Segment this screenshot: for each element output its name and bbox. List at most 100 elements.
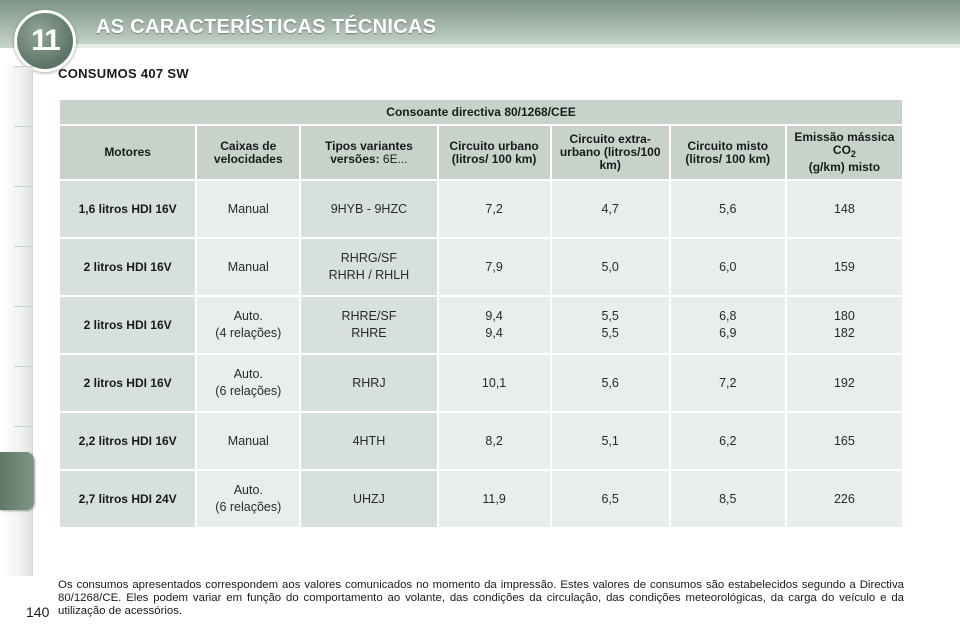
col-header-engine: Motores xyxy=(60,126,196,179)
gearbox-value: Auto. xyxy=(233,309,263,323)
col-header-gearbox: Caixas de velocidades xyxy=(197,126,300,179)
mixed-cell: 6,2 xyxy=(670,413,785,469)
co2-subscript: 2 xyxy=(850,149,856,159)
side-tab-divider xyxy=(14,366,32,367)
side-tab-divider xyxy=(14,426,32,427)
table-row: 2,7 litros HDI 24V Auto. (6 relações) UHZJ 1… xyxy=(60,471,902,527)
chapter-number-badge: 11 xyxy=(14,10,76,72)
variants-cell: RHRG/SF RHRH / RHLH xyxy=(301,239,437,295)
co2-value: 192 xyxy=(833,375,855,390)
extra-urban-value: 6,5 xyxy=(601,491,619,506)
urban-cell: 11,9 xyxy=(438,471,550,527)
urban-value: 11,9 xyxy=(482,491,506,506)
side-tab-active-chapter[interactable] xyxy=(0,452,34,510)
engine-cell: 2 litros HDI 16V xyxy=(60,297,196,353)
co2-value: 159 xyxy=(833,259,855,274)
mixed-value: 6,9 xyxy=(719,326,737,340)
co2-cell: 180 182 xyxy=(786,297,902,353)
co2-prefix: Emissão mássica CO xyxy=(794,130,895,157)
extra-urban-cell: 5,1 xyxy=(551,413,669,469)
mixed-cell: 6,0 xyxy=(670,239,785,295)
gearbox-cell: Auto. (6 relações) xyxy=(197,471,300,527)
gearbox-value: Manual xyxy=(227,433,269,448)
variants-cell: UHZJ xyxy=(301,471,437,527)
mixed-value: 6,8 xyxy=(719,309,737,323)
mixed-cell: 5,6 xyxy=(670,181,785,237)
urban-cell: 7,2 xyxy=(438,181,550,237)
urban-value: 9,4 xyxy=(485,309,503,323)
gearbox-value: (4 relações) xyxy=(215,326,282,340)
side-tab-divider xyxy=(14,186,32,187)
mixed-value: 5,6 xyxy=(719,201,737,216)
side-tab-divider xyxy=(14,306,32,307)
col-header-co2: Emissão mássica CO2 (g/km) misto xyxy=(786,126,902,179)
extra-urban-cell: 5,5 5,5 xyxy=(551,297,669,353)
table-row: 1,6 litros HDI 16V Manual 9HYB - 9HZC 7,2 4,… xyxy=(60,181,902,237)
extra-urban-value: 5,5 xyxy=(601,309,619,323)
consumption-note: Os consumos apresentados correspondem ao… xyxy=(58,579,904,617)
variants-suffix: 6E... xyxy=(382,151,408,166)
variants-value: 4HTH xyxy=(352,433,386,448)
engine-cell: 2,7 litros HDI 24V xyxy=(60,471,196,527)
urban-value: 8,2 xyxy=(485,433,503,448)
variants-value: 9HYB - 9HZC xyxy=(330,201,408,216)
mixed-value: 8,5 xyxy=(719,491,737,506)
urban-cell: 8,2 xyxy=(438,413,550,469)
variants-value: RHRJ xyxy=(352,375,386,390)
header-band xyxy=(0,0,960,48)
page-number: 140 xyxy=(26,604,50,620)
variants-value: RHRE xyxy=(351,326,387,340)
col-header-urban: Circuito urbano (litros/ 100 km) xyxy=(438,126,550,179)
side-tab-divider xyxy=(14,126,32,127)
side-tab-divider xyxy=(14,246,32,247)
gearbox-value: (6 relações) xyxy=(215,500,282,514)
engine-cell: 2,2 litros HDI 16V xyxy=(60,413,196,469)
side-tab-divider xyxy=(14,66,32,67)
mixed-cell: 6,8 6,9 xyxy=(670,297,785,353)
consumption-table: Consoante directiva 80/1268/CEE Motores … xyxy=(58,98,904,529)
engine-cell: 2 litros HDI 16V xyxy=(60,239,196,295)
co2-cell: 192 xyxy=(786,355,902,411)
extra-urban-cell: 6,5 xyxy=(551,471,669,527)
variants-cell: 4HTH xyxy=(301,413,437,469)
co2-value: 226 xyxy=(833,491,855,506)
variants-cell: RHRJ xyxy=(301,355,437,411)
extra-urban-cell: 5,6 xyxy=(551,355,669,411)
urban-value: 7,9 xyxy=(485,259,503,274)
mixed-value: 6,2 xyxy=(719,433,737,448)
gearbox-value: Auto. xyxy=(233,483,263,497)
co2-value: 165 xyxy=(833,433,855,448)
gearbox-cell: Manual xyxy=(197,239,300,295)
urban-cell: 10,1 xyxy=(438,355,550,411)
variants-value: RHRH / RHLH xyxy=(328,268,410,282)
gearbox-cell: Auto. (6 relações) xyxy=(197,355,300,411)
engine-cell: 1,6 litros HDI 16V xyxy=(60,181,196,237)
mixed-value: 6,0 xyxy=(719,259,737,274)
table-row: 2 litros HDI 16V Auto. (6 relações) RHRJ 10,… xyxy=(60,355,902,411)
table-row: 2,2 litros HDI 16V Manual 4HTH 8,2 5,1 6,2 165 xyxy=(60,413,902,469)
table-row: 2 litros HDI 16V Manual RHRG/SF RHRH / RHLH… xyxy=(60,239,902,295)
mixed-value: 7,2 xyxy=(719,375,737,390)
co2-cell: 148 xyxy=(786,181,902,237)
gearbox-value: Manual xyxy=(227,259,269,274)
co2-cell: 159 xyxy=(786,239,902,295)
co2-value: 148 xyxy=(833,201,855,216)
variants-label: Tipos variantes versões: xyxy=(325,138,413,166)
variants-cell: 9HYB - 9HZC xyxy=(301,181,437,237)
col-header-mixed: Circuito misto (litros/ 100 km) xyxy=(670,126,785,179)
engine-cell: 2 litros HDI 16V xyxy=(60,355,196,411)
mixed-cell: 7,2 xyxy=(670,355,785,411)
col-header-extra-urban: Circuito extra-urbano (litros/100 km) xyxy=(551,126,669,179)
urban-value: 7,2 xyxy=(485,201,503,216)
gearbox-value: Manual xyxy=(227,201,269,216)
variants-value: RHRE/SF xyxy=(341,309,397,323)
co2-cell: 165 xyxy=(786,413,902,469)
gearbox-cell: Auto. (4 relações) xyxy=(197,297,300,353)
section-title: CONSUMOS 407 SW xyxy=(58,66,189,81)
urban-value: 9,4 xyxy=(485,326,503,340)
urban-cell: 9,4 9,4 xyxy=(438,297,550,353)
table-caption: Consoante directiva 80/1268/CEE xyxy=(60,100,902,124)
chapter-title: AS CARACTERÍSTICAS TÉCNICAS xyxy=(96,16,437,38)
co2-value: 180 xyxy=(833,309,855,323)
extra-urban-value: 4,7 xyxy=(601,201,619,216)
